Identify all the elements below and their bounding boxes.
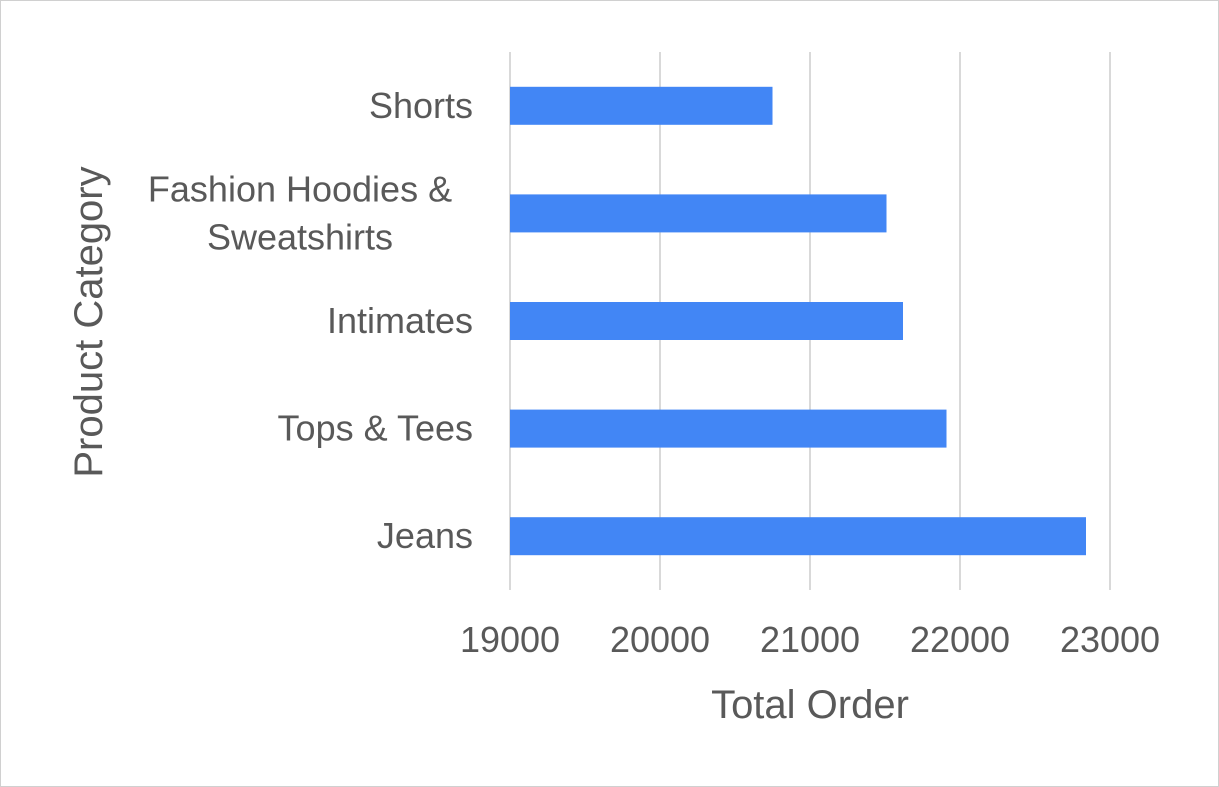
- category-label: Shorts: [369, 85, 473, 126]
- category-labels: Shorts Fashion Hoodies & Sweatshirts Intima…: [148, 85, 473, 556]
- bar-jeans: [510, 517, 1086, 556]
- x-tick-label: 23000: [1060, 619, 1160, 660]
- bar-intimates: [510, 302, 903, 340]
- x-tick-label: 19000: [460, 619, 560, 660]
- bar-shorts: [510, 86, 773, 125]
- x-axis-title: Total Order: [711, 683, 909, 727]
- y-axis-title: Product Category: [67, 166, 111, 477]
- category-label: Fashion Hoodies & Sweatshirts: [148, 168, 452, 257]
- bar-tops-tees: [510, 409, 947, 448]
- bar-fashion-hoodies-sweatshirts: [510, 194, 887, 233]
- category-label: Jeans: [377, 515, 473, 556]
- category-label: Tops & Tees: [278, 408, 473, 449]
- x-tick-label: 20000: [610, 619, 710, 660]
- x-tick-label: 21000: [760, 619, 860, 660]
- x-tick-labels: 19000 20000 21000 22000 23000: [460, 619, 1160, 660]
- category-label: Intimates: [327, 300, 473, 341]
- bars: [510, 86, 1086, 556]
- x-tick-label: 22000: [910, 619, 1010, 660]
